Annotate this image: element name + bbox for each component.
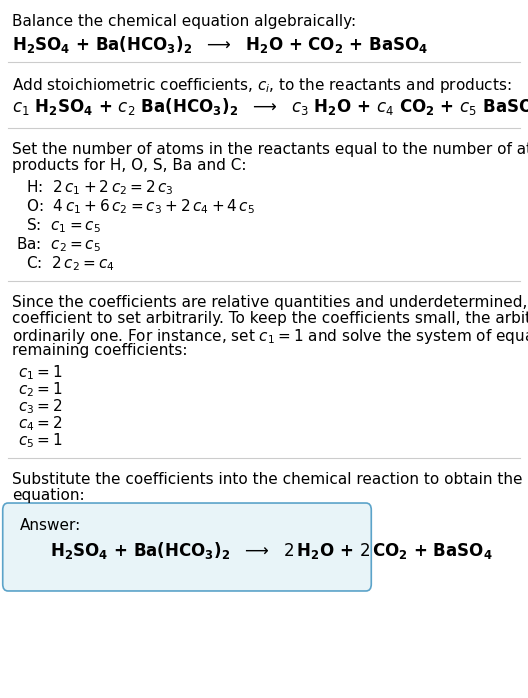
- Text: coefficient to set arbitrarily. To keep the coefficients small, the arbitrary va: coefficient to set arbitrarily. To keep …: [12, 311, 528, 326]
- Text: $c_5 = 1$: $c_5 = 1$: [18, 431, 63, 450]
- Text: Ba:  $c_2 = c_5$: Ba: $c_2 = c_5$: [16, 235, 101, 253]
- Text: $c_1$ $\mathregular{H_2SO_4}$ + $c_2$ $\mathregular{Ba(HCO_3)_2}$  $\longrightar: $c_1$ $\mathregular{H_2SO_4}$ + $c_2$ $\…: [12, 96, 528, 117]
- Text: H:  $2\,c_1 + 2\,c_2 = 2\,c_3$: H: $2\,c_1 + 2\,c_2 = 2\,c_3$: [26, 178, 174, 197]
- Text: C:  $2\,c_2 = c_4$: C: $2\,c_2 = c_4$: [26, 254, 115, 273]
- Text: Substitute the coefficients into the chemical reaction to obtain the balanced: Substitute the coefficients into the che…: [12, 472, 528, 487]
- Text: ordinarily one. For instance, set $c_1 = 1$ and solve the system of equations fo: ordinarily one. For instance, set $c_1 =…: [12, 327, 528, 346]
- Text: $c_1 = 1$: $c_1 = 1$: [18, 363, 63, 382]
- Text: remaining coefficients:: remaining coefficients:: [12, 343, 187, 358]
- Text: $c_2 = 1$: $c_2 = 1$: [18, 380, 63, 399]
- Text: Since the coefficients are relative quantities and underdetermined, choose a: Since the coefficients are relative quan…: [12, 295, 528, 310]
- Text: $c_3 = 2$: $c_3 = 2$: [18, 397, 62, 416]
- Text: Balance the chemical equation algebraically:: Balance the chemical equation algebraica…: [12, 14, 356, 29]
- Text: O:  $4\,c_1 + 6\,c_2 = c_3 + 2\,c_4 + 4\,c_5$: O: $4\,c_1 + 6\,c_2 = c_3 + 2\,c_4 + 4\,…: [26, 197, 255, 216]
- Text: products for H, O, S, Ba and C:: products for H, O, S, Ba and C:: [12, 158, 247, 173]
- FancyBboxPatch shape: [3, 503, 371, 591]
- Text: Answer:: Answer:: [20, 518, 81, 533]
- Text: S:  $c_1 = c_5$: S: $c_1 = c_5$: [26, 216, 101, 235]
- Text: Set the number of atoms in the reactants equal to the number of atoms in the: Set the number of atoms in the reactants…: [12, 142, 528, 157]
- Text: equation:: equation:: [12, 488, 84, 503]
- Text: $\mathregular{H_2SO_4}$ + $\mathregular{Ba(HCO_3)_2}$  $\longrightarrow$  $\math: $\mathregular{H_2SO_4}$ + $\mathregular{…: [12, 34, 428, 55]
- Text: $\mathregular{H_2SO_4}$ + $\mathregular{Ba(HCO_3)_2}$  $\longrightarrow$  $2\,\m: $\mathregular{H_2SO_4}$ + $\mathregular{…: [50, 540, 493, 561]
- Text: Add stoichiometric coefficients, $c_i$, to the reactants and products:: Add stoichiometric coefficients, $c_i$, …: [12, 76, 512, 95]
- Text: $c_4 = 2$: $c_4 = 2$: [18, 414, 62, 433]
